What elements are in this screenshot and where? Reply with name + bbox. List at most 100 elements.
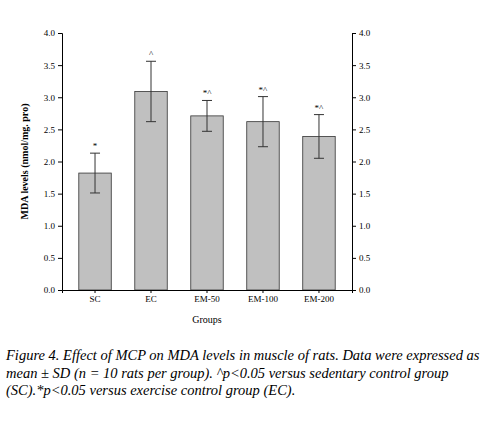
error-cap bbox=[90, 153, 100, 154]
tick: EM-200 bbox=[304, 290, 334, 304]
chart: 0.0 0.5 1.0 1.5 2.0 2.5 3.0 3.5 4.0 0.0 0.5 1.0 1.5 2… bbox=[0, 0, 490, 435]
tick-label: 0.5 bbox=[44, 253, 56, 263]
tick-mark bbox=[207, 290, 208, 293]
error-cap bbox=[202, 131, 212, 132]
tick-label: 2.0 bbox=[44, 157, 56, 167]
bar bbox=[303, 136, 335, 290]
tick-mark bbox=[58, 33, 62, 34]
tick-mark bbox=[352, 65, 356, 66]
error-cap bbox=[314, 114, 324, 115]
tick-mark bbox=[352, 226, 356, 227]
bar bbox=[135, 91, 167, 290]
tick: 3.5 bbox=[44, 61, 62, 71]
tick-label: 2.5 bbox=[44, 125, 56, 135]
error-stem bbox=[207, 100, 208, 131]
error-cap bbox=[90, 192, 100, 193]
x-axis: SC EC EM-50 EM-100 EM-200 bbox=[63, 290, 353, 304]
tick-label: 3.0 bbox=[44, 93, 56, 103]
tick-label: EM-100 bbox=[248, 294, 278, 304]
tick: EM-50 bbox=[194, 290, 220, 304]
tick-mark bbox=[262, 290, 263, 293]
tick-label: 0.0 bbox=[359, 285, 371, 295]
tick: 4.0 bbox=[44, 28, 62, 38]
tick: 3.5 bbox=[352, 61, 371, 71]
tick-label: EM-50 bbox=[194, 294, 220, 304]
error-bar bbox=[314, 115, 324, 159]
tick-mark bbox=[95, 290, 96, 293]
error-bar bbox=[202, 100, 212, 131]
significance-label: * bbox=[93, 141, 98, 151]
tick-mark bbox=[58, 226, 62, 227]
error-stem bbox=[95, 153, 96, 193]
error-cap bbox=[146, 121, 156, 122]
tick-mark bbox=[58, 194, 62, 195]
tick-mark bbox=[352, 33, 356, 34]
tick: 0.5 bbox=[44, 253, 62, 263]
tick-label: 0.5 bbox=[359, 253, 371, 263]
tick-label: EC bbox=[145, 294, 157, 304]
tick-label: SC bbox=[90, 294, 101, 304]
significance-label: *^ bbox=[315, 103, 325, 113]
caption: Figure 4. Effect of MCP on MDA levels in… bbox=[5, 347, 480, 399]
tick-mark bbox=[58, 258, 62, 259]
error-cap bbox=[314, 158, 324, 159]
tick: 0.0 bbox=[44, 285, 62, 295]
tick: 4.0 bbox=[352, 28, 371, 38]
tick-label: 0.0 bbox=[44, 285, 56, 295]
significance-label: *^ bbox=[259, 85, 269, 95]
tick: 1.5 bbox=[44, 189, 62, 199]
tick-mark bbox=[318, 290, 319, 293]
tick: 0.5 bbox=[352, 253, 371, 263]
tick: EC bbox=[145, 290, 157, 304]
tick-mark bbox=[352, 258, 356, 259]
error-bar bbox=[146, 61, 156, 121]
tick-mark bbox=[352, 97, 356, 98]
axis-line bbox=[353, 34, 357, 291]
tick: EM-100 bbox=[248, 290, 278, 304]
tick-mark bbox=[58, 129, 62, 130]
y-axis: 0.0 0.5 1.0 1.5 2.0 2.5 3.0 3.5 4.0 bbox=[44, 28, 63, 295]
error-cap bbox=[146, 61, 156, 62]
tick: 3.0 bbox=[352, 93, 371, 103]
significance-label: *^ bbox=[203, 88, 213, 98]
tick: 1.0 bbox=[44, 221, 62, 231]
y-axis-title: MDA levels (nmol/mg. pro) bbox=[19, 104, 31, 220]
tick-label: 1.5 bbox=[359, 189, 371, 199]
tick-label: 1.0 bbox=[44, 221, 56, 231]
tick-mark bbox=[352, 129, 356, 130]
error-bar bbox=[90, 153, 100, 193]
error-cap bbox=[258, 96, 268, 97]
bar bbox=[191, 116, 223, 290]
axis-line bbox=[58, 34, 63, 291]
tick-label: 2.0 bbox=[359, 157, 371, 167]
y-axis-right: 0.0 0.5 1.0 1.5 2.0 2.5 3.0 3.5 4.0 bbox=[352, 28, 371, 295]
marks bbox=[79, 61, 335, 290]
tick-label: 2.5 bbox=[359, 125, 371, 135]
tick: 0.0 bbox=[352, 285, 371, 295]
tick-mark bbox=[58, 65, 62, 66]
tick-mark bbox=[352, 194, 356, 195]
tick: 1.0 bbox=[352, 221, 371, 231]
tick-label: 3.0 bbox=[359, 93, 371, 103]
tick: SC bbox=[90, 290, 101, 304]
tick-label: 3.5 bbox=[359, 61, 371, 71]
tick-mark bbox=[151, 290, 152, 293]
tick-label: 3.5 bbox=[44, 61, 56, 71]
error-cap bbox=[202, 100, 212, 101]
plot: 0.0 0.5 1.0 1.5 2.0 2.5 3.0 3.5 4.0 0.0 0.5 1.0 1.5 2… bbox=[19, 28, 371, 325]
error-stem bbox=[262, 97, 263, 147]
tick-mark bbox=[352, 162, 356, 163]
tick-mark bbox=[58, 290, 62, 291]
error-stem bbox=[151, 61, 152, 121]
tick-label: EM-200 bbox=[304, 294, 334, 304]
error-cap bbox=[258, 146, 268, 147]
error-bar bbox=[258, 97, 268, 147]
tick: 2.5 bbox=[44, 125, 62, 135]
tick: 1.5 bbox=[352, 189, 371, 199]
tick-mark bbox=[58, 97, 62, 98]
tick-mark bbox=[58, 162, 62, 163]
x-axis-title: Groups bbox=[192, 314, 222, 325]
tick-label: 4.0 bbox=[359, 28, 371, 38]
tick: 2.0 bbox=[352, 157, 371, 167]
tick: 2.0 bbox=[44, 157, 62, 167]
